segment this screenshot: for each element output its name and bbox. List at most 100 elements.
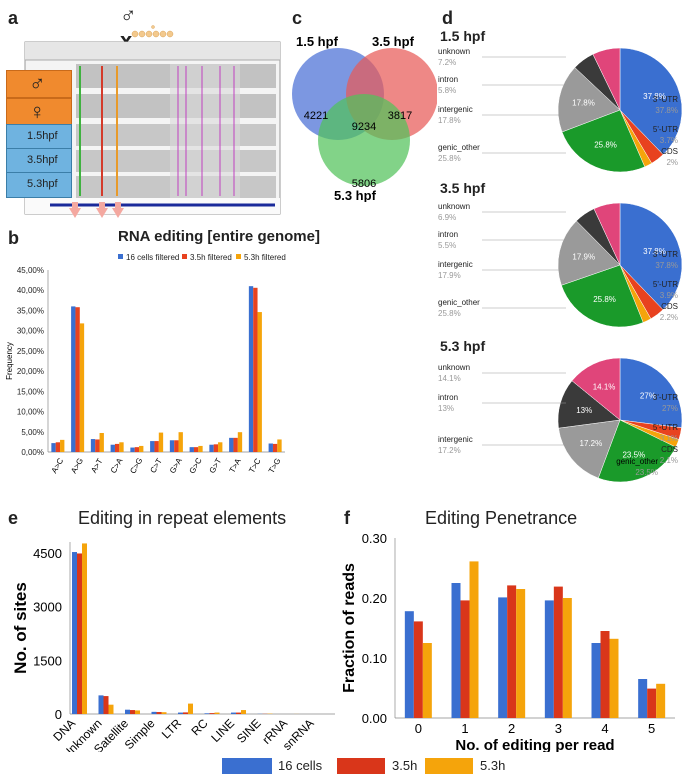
b-bar-4-1 <box>134 447 140 452</box>
b-xtick-2: A>T <box>89 457 104 474</box>
pie-2-ann-name-unknown: unknown <box>438 363 470 372</box>
e-bar-3-2 <box>161 712 167 714</box>
pie-2-ann-val-unknown: 14.1% <box>438 374 461 383</box>
pie-2-slice-3 <box>597 419 677 483</box>
b-xtick-1: A>G <box>69 456 85 475</box>
b-ytick-1: 5,00% <box>21 428 44 437</box>
panel-f-chart: 0.00 0.10 0.20 0.30 Fraction of reads No. of … <box>341 531 675 752</box>
pie-0-slice-label-0: 37.8% <box>643 92 666 101</box>
pie-2-ann-val-3'-UTR: 27% <box>662 404 678 413</box>
pie-0-slice-label-4: 17.8% <box>572 99 595 108</box>
b-ytick-2: 10,00% <box>17 408 44 417</box>
row-tab-female: ♀ <box>6 98 72 126</box>
panel-label-b: b <box>8 228 19 248</box>
b-bar-10-1 <box>253 287 258 452</box>
f-bar-0-0 <box>404 611 414 718</box>
legend-b-swatch-2 <box>236 254 241 259</box>
e-bar-0-0 <box>72 552 77 714</box>
e-bar-3-1 <box>156 712 162 714</box>
f-bar-2-1 <box>507 585 517 718</box>
b-bar-11-1 <box>272 443 278 452</box>
pie-2-slice-4 <box>558 419 621 479</box>
bottom-legend: 16 cells 3.5h 5.3h <box>222 756 522 778</box>
b-bar-2-2 <box>99 432 104 452</box>
f-ytick-1: 0.10 <box>362 651 387 666</box>
pie-1-slice-label-0: 37.8% <box>643 247 666 256</box>
pie-1-ann-val-genic_other: 25.8% <box>438 309 461 318</box>
legend-swatch-16cells <box>222 758 272 774</box>
pie-0-ann-val-intron: 5.8% <box>438 86 456 95</box>
pie-2-ann-val-genic_other: 23.5% <box>635 468 658 477</box>
b-bar-3-2 <box>119 442 124 452</box>
legend-b-swatch-1 <box>182 254 187 259</box>
pie-2-ann-name-CDS: CDS <box>661 445 678 454</box>
e-bar-2-1 <box>130 710 135 714</box>
legend-b-label-2: 5.3h filtered <box>244 253 286 262</box>
legend-label-16cells: 16 cells <box>278 758 323 773</box>
f-bar-5-2 <box>656 683 666 718</box>
f-bar-4-2 <box>609 638 619 718</box>
b-xtick-4: C>G <box>128 456 144 475</box>
e-ytick-1: 1500 <box>33 653 62 668</box>
f-ytick-0: 0.00 <box>362 711 387 726</box>
b-bar-8-2 <box>218 442 223 452</box>
b-bar-11-2 <box>277 439 282 452</box>
pie-2-ann-val-intergenic: 17.2% <box>438 446 461 455</box>
pie-title-1: 1.5 hpf <box>440 28 486 44</box>
pie-0-ann-name-intergenic: intergenic <box>438 105 473 114</box>
f-bar-3-2 <box>562 598 572 718</box>
b-xtick-0: A>C <box>50 456 66 474</box>
pie-0-ann-val-intergenic: 17.8% <box>438 116 461 125</box>
pie-0-slice-0 <box>619 47 683 155</box>
embryo-icon <box>131 25 174 38</box>
f-bar-0-1 <box>413 621 423 718</box>
legend-swatch-5-3h <box>425 758 473 774</box>
panel-f-title: Editing Penetrance <box>425 508 578 528</box>
e-bar-6-1 <box>236 712 241 714</box>
f-bar-3-1 <box>553 586 563 718</box>
track-rows <box>76 64 276 198</box>
e-bar-0-1 <box>77 553 82 714</box>
e-bar-5-0 <box>204 713 210 714</box>
pie-2-slice-0 <box>619 357 683 429</box>
b-xtick-10: T>C <box>247 457 263 475</box>
row-tab-3-5hpf: 3.5hpf <box>6 148 72 174</box>
pie-1-ann-name-CDS: CDS <box>661 302 678 311</box>
f-bar-0-2 <box>422 643 432 718</box>
b-xtick-6: G>A <box>168 456 184 475</box>
e-bar-2-0 <box>125 709 130 714</box>
e-bar-4-1 <box>183 712 188 714</box>
pie-2-ann-val-CDS: 2.1% <box>660 456 678 465</box>
b-ytick-6: 30,00% <box>17 327 44 336</box>
b-ytick-5: 25,00% <box>17 347 44 356</box>
b-bar-7-1 <box>193 447 199 452</box>
panel-label-c: c <box>292 8 303 28</box>
pie-1-ann-name-intron: intron <box>438 230 458 239</box>
venn-count-all: 9234 <box>352 121 376 133</box>
panel-b-title: RNA editing [entire genome] <box>118 228 320 245</box>
e-xtick-4: LTR <box>159 716 185 742</box>
b-bar-5-0 <box>150 441 155 452</box>
panel-label-d: d <box>442 8 453 28</box>
panel-label-a: a <box>8 8 19 28</box>
b-bar-1-2 <box>79 323 85 452</box>
legend-label-3-5h: 3.5h <box>392 758 418 773</box>
pie-2-slice-label-5: 13% <box>576 406 592 415</box>
f-xtick-0: 0 <box>415 721 422 736</box>
pie-2-slice-label-0: 27% <box>640 391 656 400</box>
b-ytick-3: 15,00% <box>17 387 44 396</box>
pie-1-ann-val-3'-UTR: 37.8% <box>655 261 678 270</box>
legend-label-5-3h: 5.3h <box>480 758 506 773</box>
b-bar-2-1 <box>95 439 100 452</box>
b-bar-0-1 <box>55 442 61 452</box>
pie-2-ann-name-genic_other: genic_other <box>616 457 658 466</box>
e-bar-3-0 <box>151 711 157 714</box>
b-bar-6-0 <box>169 440 175 452</box>
b-ytick-8: 40,00% <box>17 286 44 295</box>
e-xtick-3: Simple <box>122 716 158 752</box>
pie-0-ann-name-CDS: CDS <box>661 147 678 156</box>
b-ytick-7: 35,00% <box>17 306 44 315</box>
f-xtick-3: 3 <box>555 721 562 736</box>
pie-0-slice-4 <box>557 67 621 133</box>
